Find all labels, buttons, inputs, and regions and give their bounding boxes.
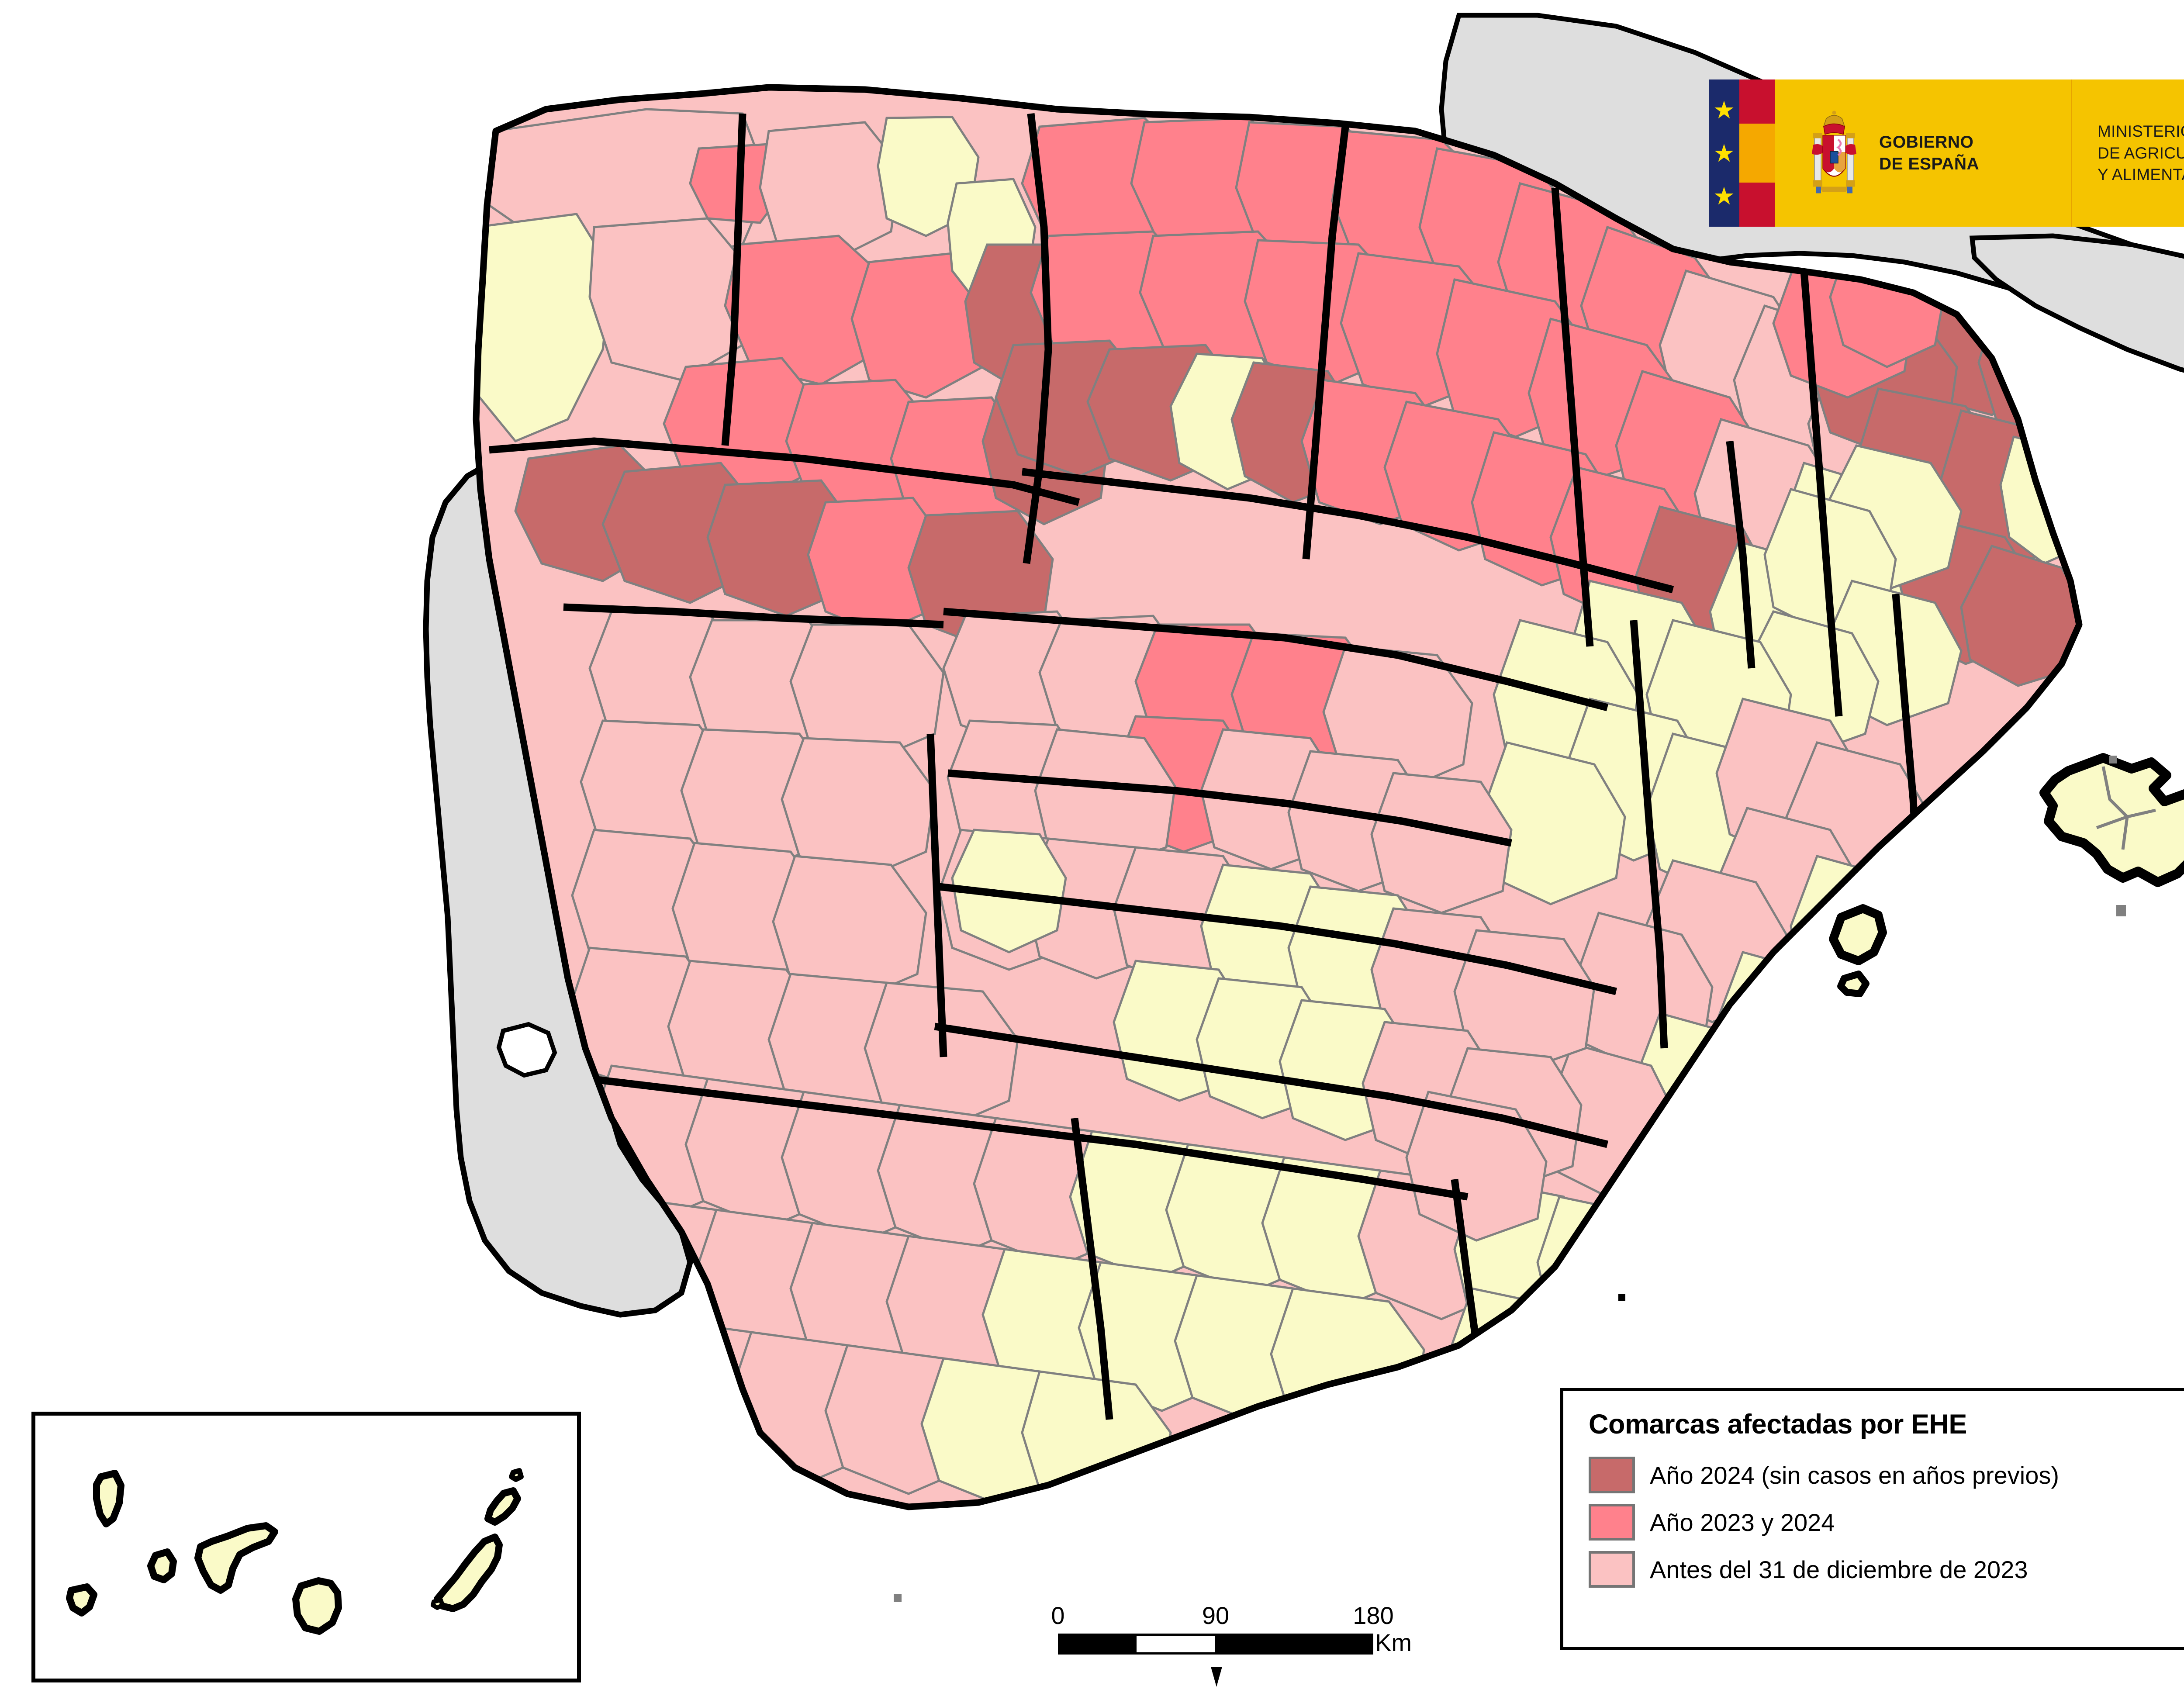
eu-star-icon: ★ [1713,139,1735,167]
legend-item-2024-only: Año 2024 (sin casos en años previos) [1589,1457,2184,1493]
small-island-dot-2 [894,1594,902,1602]
gobierno-label: GOBIERNO DE ESPAÑA [1879,131,1979,175]
legend-swatch-before-2023 [1589,1551,1635,1588]
legend-swatch-2024-only [1589,1457,1635,1493]
ministerio-block: MINISTERIO DE AGRICULTURA, PESCA Y ALIME… [2072,79,2184,227]
iberia-coastline [473,84,2083,1510]
ministerio-label: MINISTERIO DE AGRICULTURA, PESCA Y ALIME… [2098,121,2184,186]
island-la-graciosa [509,1468,524,1482]
island-la-gomera [147,1548,177,1583]
gobierno-de-espana-block: GOBIERNO DE ESPAÑA [1775,79,2072,227]
small-island-dot [2109,756,2117,763]
scale-bar: 0 90 180 Km [1051,1601,1412,1693]
legend-label-2024-only: Año 2024 (sin casos en años previos) [1650,1461,2059,1489]
scale-tick-0: 0 [1051,1602,1065,1629]
balearic-islands [1829,753,2184,997]
gobierno-line2: DE ESPAÑA [1879,154,1980,173]
spain-coat-of-arms-icon [1812,111,1856,193]
scale-tick-90: 90 [1202,1602,1230,1629]
legend-label-before-2023: Antes del 31 de diciembre de 2023 [1650,1555,2028,1583]
legend-item-2023-2024: Año 2023 y 2024 [1589,1504,2184,1541]
island-la-palma [93,1470,124,1527]
island-fuerteventura [434,1534,503,1612]
gobierno-line1: GOBIERNO [1879,132,1974,152]
north-marker-icon [1211,1667,1222,1687]
legend-title: Comarcas afectadas por EHE [1589,1409,1967,1440]
canary-islands-map [66,1468,524,1635]
scale-bar-graphic: Km [1058,1629,1412,1656]
island-gran-canaria [292,1577,342,1635]
eu-star-icon: ★ [1713,182,1735,210]
eu-star-icon: ★ [1713,96,1735,124]
small-island-dot-3 [1618,1294,1625,1301]
legend-swatch-2023-2024 [1589,1504,1635,1541]
scale-tick-labels: 0 90 180 [1051,1601,1407,1634]
scale-unit-label: Km [1375,1629,1412,1656]
government-logo: ★ ★ ★ [1709,79,2184,227]
province-borders [489,113,1921,1420]
flag-strip-icon: ★ ★ ★ [1709,79,1775,227]
canary-islands-inset [31,1412,581,1682]
ministerio-line3: Y ALIMENTACIÓN [2098,166,2184,184]
scale-tick-180: 180 [1353,1602,1394,1629]
ministerio-line2: DE AGRICULTURA, PESCA [2098,144,2184,162]
legend-label-2023-2024: Año 2023 y 2024 [1650,1508,1835,1536]
island-el-hierro [66,1583,97,1617]
island-lanzarote [484,1487,521,1526]
island-lobos [431,1598,445,1610]
map-legend: Comarcas afectadas por EHE Año 2024 (sin… [1560,1388,2184,1650]
island-tenerife [194,1522,278,1594]
ministerio-line1: MINISTERIO [2098,122,2184,140]
legend-item-before-2023: Antes del 31 de diciembre de 2023 [1589,1551,2184,1588]
